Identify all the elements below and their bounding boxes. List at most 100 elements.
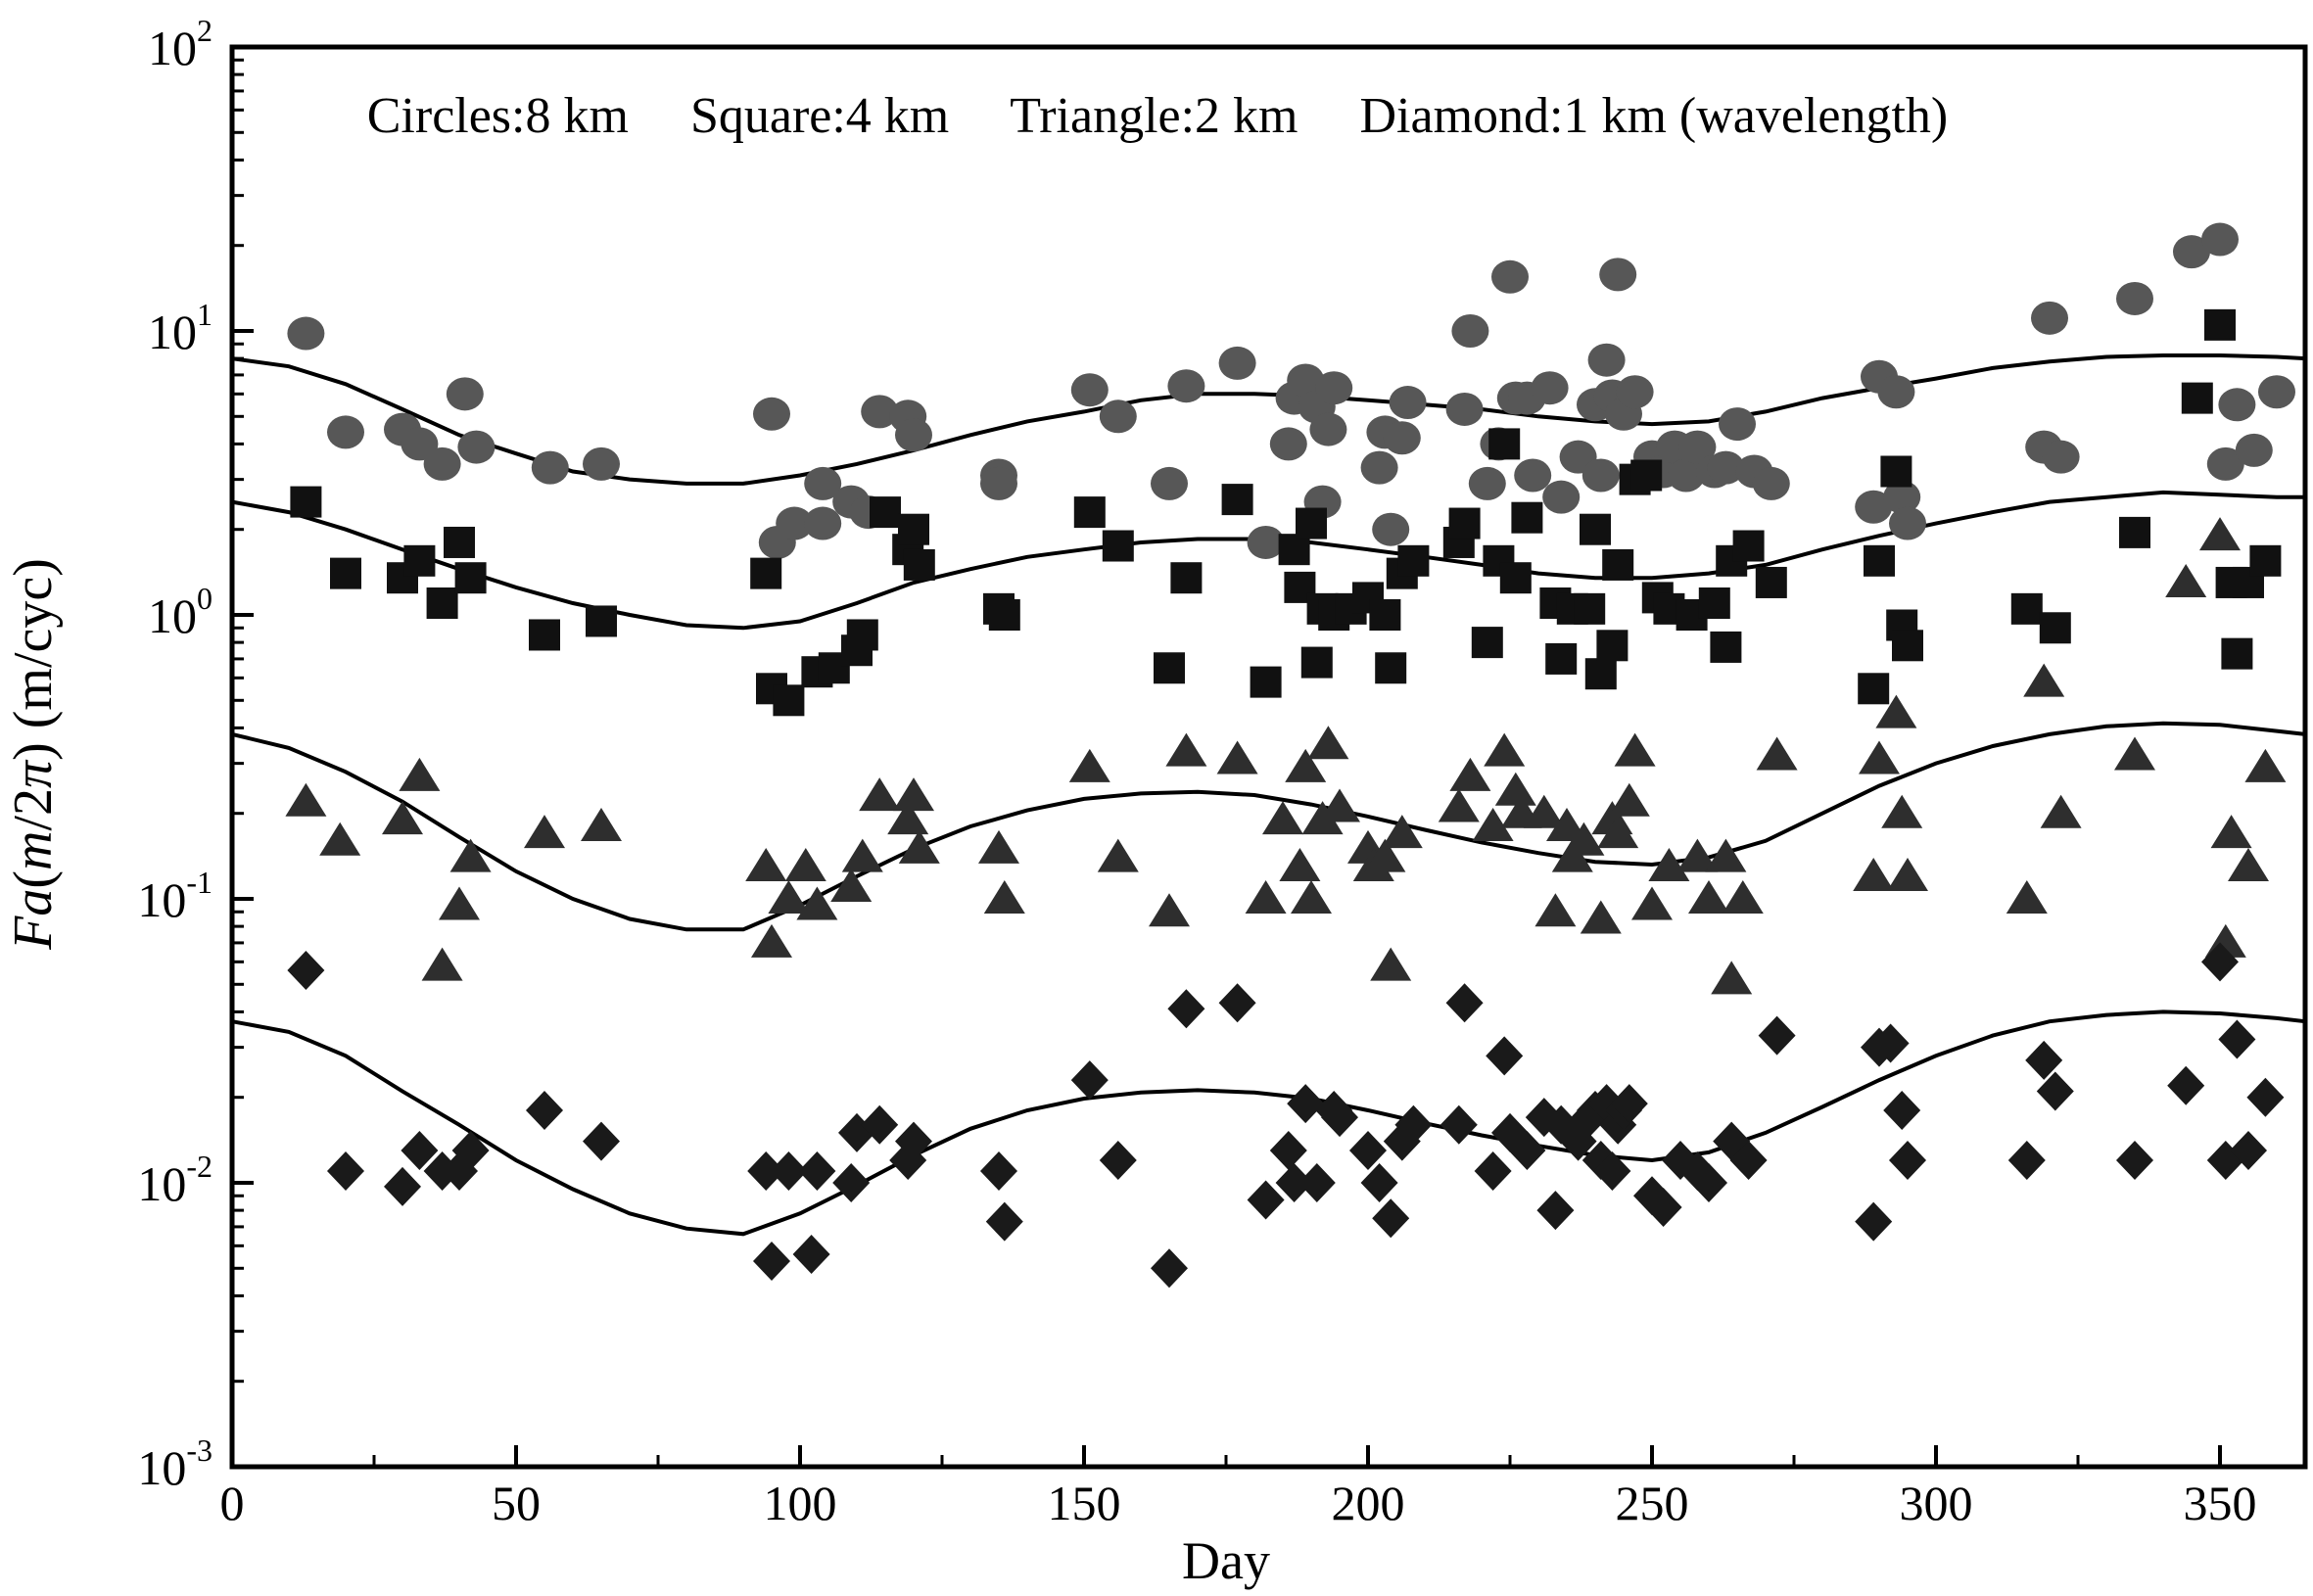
diamond-marker bbox=[1360, 1163, 1398, 1202]
diamond-marker bbox=[1889, 1141, 1926, 1181]
circle-marker bbox=[583, 446, 620, 481]
triangle-marker bbox=[1534, 893, 1577, 927]
square-marker bbox=[1296, 507, 1327, 540]
diamond-marker bbox=[1474, 1150, 1512, 1191]
triangle-marker bbox=[285, 782, 327, 817]
square-marker bbox=[1864, 544, 1895, 577]
x-tick-label: 50 bbox=[492, 1476, 541, 1530]
diamond-marker bbox=[832, 1163, 871, 1202]
x-axis: 0 50 100 150 200 250 300 350 bbox=[220, 1445, 2257, 1530]
circle-marker bbox=[1514, 458, 1552, 493]
triangle-marker bbox=[784, 847, 826, 881]
circle-marker bbox=[980, 466, 1017, 500]
y-label-m: m bbox=[3, 831, 64, 870]
diamond-marker bbox=[287, 951, 325, 991]
triangle-marker bbox=[1711, 961, 1753, 995]
circle-marker bbox=[2042, 440, 2080, 474]
diamond-marker bbox=[2246, 1077, 2285, 1117]
triangle-marker bbox=[1165, 732, 1207, 767]
triangle-marker bbox=[1364, 838, 1406, 872]
model-curve bbox=[231, 721, 2306, 932]
diamond-marker bbox=[2230, 1130, 2267, 1170]
square-marker bbox=[1448, 507, 1481, 540]
diamond-marker bbox=[384, 1166, 421, 1206]
circle-marker bbox=[1491, 259, 1529, 294]
diamond-marker bbox=[1372, 1198, 1410, 1239]
triangle-marker bbox=[1494, 772, 1536, 806]
square-marker bbox=[1732, 530, 1765, 562]
diamond-marker bbox=[753, 1241, 790, 1281]
diamond-marker bbox=[1440, 1104, 1478, 1145]
triangle-marker bbox=[1291, 880, 1332, 914]
diamond-marker bbox=[1883, 1090, 1921, 1130]
circle-marker bbox=[1889, 506, 1926, 540]
x-tick-label: 0 bbox=[220, 1476, 245, 1530]
triangle-marker bbox=[1546, 807, 1587, 841]
triangle-marker bbox=[1438, 788, 1480, 822]
circle-marker bbox=[1451, 314, 1489, 348]
square-marker bbox=[1584, 658, 1617, 690]
triangle-marker bbox=[1319, 788, 1360, 822]
circle-marker bbox=[327, 415, 364, 449]
triangle-marker bbox=[1614, 732, 1656, 767]
triangle-marker bbox=[1472, 807, 1514, 841]
square-marker bbox=[586, 605, 617, 637]
diamond-marker bbox=[2167, 1065, 2205, 1105]
triangle-marker bbox=[1149, 893, 1190, 927]
circle-marker bbox=[1247, 525, 1285, 559]
triangle-marker bbox=[1608, 782, 1650, 817]
y-tick-base: 10 bbox=[137, 1440, 186, 1495]
circle-marker bbox=[2235, 433, 2273, 467]
triangle-marker bbox=[751, 923, 792, 958]
triangle-marker bbox=[2040, 794, 2082, 828]
circle-marker bbox=[457, 430, 496, 464]
square-marker bbox=[870, 496, 901, 529]
diamond-marker bbox=[1275, 1163, 1313, 1202]
triangle-marker bbox=[2114, 736, 2155, 771]
triangle-marker bbox=[2006, 880, 2048, 914]
triangle-marker bbox=[887, 801, 929, 835]
square-marker bbox=[1892, 630, 1923, 662]
triangle-marker bbox=[983, 880, 1025, 914]
circle-marker bbox=[1616, 375, 1654, 409]
square-marker bbox=[426, 587, 458, 619]
triangle-marker bbox=[524, 815, 565, 849]
circle-marker bbox=[1531, 371, 1569, 405]
diamond-marker bbox=[2218, 1019, 2256, 1059]
square-marker bbox=[2221, 637, 2253, 670]
triangle-marker bbox=[1216, 740, 1258, 775]
square-marker bbox=[773, 684, 805, 717]
circle-marker bbox=[1542, 480, 1581, 514]
circle-marker bbox=[1360, 450, 1398, 485]
y-tick-base: 10 bbox=[148, 21, 197, 75]
y-tick-exponent: -3 bbox=[186, 1432, 212, 1468]
triangle-marker bbox=[768, 880, 810, 914]
circle-marker bbox=[1167, 369, 1205, 403]
diamond-marker bbox=[1610, 1084, 1648, 1124]
square-marker bbox=[1499, 562, 1532, 594]
square-marker bbox=[1710, 631, 1742, 663]
square-marker bbox=[898, 513, 929, 545]
diamond-marker bbox=[1855, 1201, 1893, 1242]
circle-marker bbox=[1269, 427, 1307, 461]
triangle-marker bbox=[1097, 838, 1139, 872]
triangle-marker bbox=[439, 886, 480, 920]
diamond-marker bbox=[2036, 1071, 2074, 1111]
diamond-marker bbox=[985, 1201, 1023, 1242]
square-marker bbox=[1755, 566, 1787, 598]
diamond-marker bbox=[770, 1150, 808, 1191]
plot-frame bbox=[229, 44, 2308, 1470]
circle-marker bbox=[1468, 466, 1506, 500]
triangle-marker bbox=[1853, 858, 1895, 892]
circle-marker bbox=[1099, 399, 1137, 434]
circle-marker bbox=[2206, 446, 2244, 481]
x-tick-label: 100 bbox=[764, 1476, 837, 1530]
triangle-marker bbox=[421, 947, 463, 981]
triangle-marker bbox=[1597, 815, 1639, 849]
square-marker bbox=[403, 544, 436, 577]
diamond-marker bbox=[1218, 983, 1256, 1023]
triangle-marker bbox=[1370, 947, 1412, 981]
diamond-marker bbox=[1871, 1023, 1910, 1063]
diamond-marker bbox=[327, 1150, 364, 1191]
